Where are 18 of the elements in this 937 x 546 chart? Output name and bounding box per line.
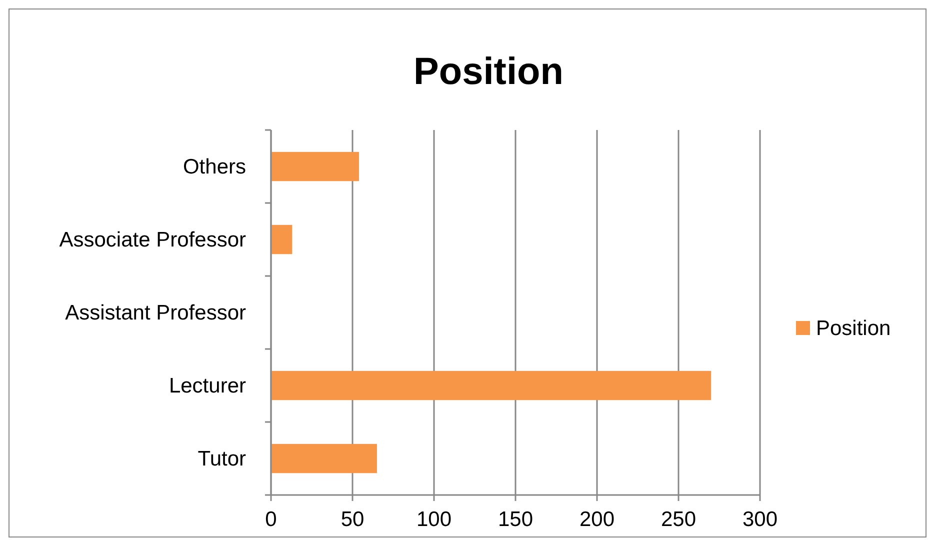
x-tick-label: 50 (340, 508, 364, 531)
y-tick-label: Lecturer (168, 374, 246, 398)
x-tick-label: 250 (660, 508, 696, 531)
y-tick-label: Assistant Professor (65, 302, 246, 324)
bar (271, 370, 712, 400)
bar (271, 152, 360, 182)
y-tick-label: Associate Professor (59, 228, 246, 252)
chart-title: Position (414, 51, 564, 93)
x-tick-label: 0 (265, 508, 277, 531)
y-tick-label: Tutor (198, 448, 246, 470)
x-tick-label: 150 (498, 508, 534, 531)
bar (271, 444, 377, 474)
x-tick-label: 100 (416, 508, 452, 531)
legend-label: Position (816, 317, 891, 340)
x-tick-label: 300 (742, 508, 778, 531)
x-tick-label: 200 (579, 508, 615, 531)
y-tick-label: Others (182, 156, 246, 178)
bar (271, 224, 292, 254)
